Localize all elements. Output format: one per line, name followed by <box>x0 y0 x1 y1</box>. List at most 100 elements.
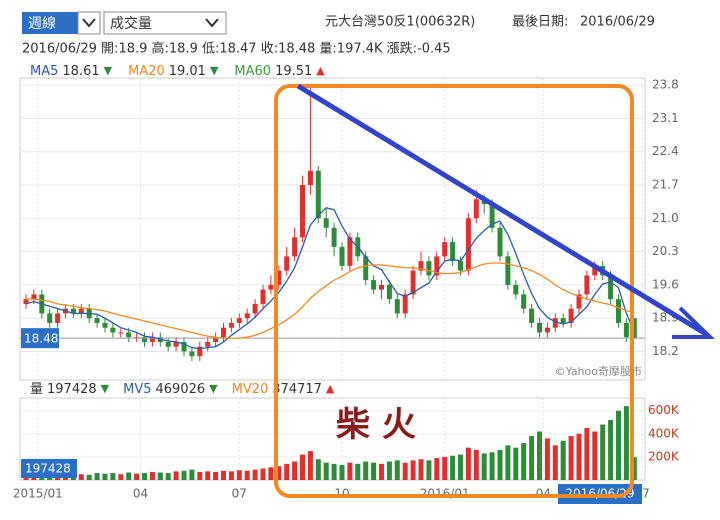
candle-body <box>560 318 566 323</box>
candle-body <box>505 256 511 285</box>
candle-body <box>221 327 226 338</box>
candle-body <box>292 237 298 257</box>
legend-value: 19.51 <box>275 64 312 79</box>
price-panel <box>19 77 646 381</box>
candle-body <box>386 284 392 300</box>
volume-bar <box>347 462 353 480</box>
volume-bar <box>339 464 345 480</box>
candle-body <box>426 261 432 276</box>
volume-bar <box>323 462 329 480</box>
volume-bar <box>244 470 250 480</box>
legend: MA5 18.61 ▼ MA20 19.01 ▼ MA60 19.51 ▲ <box>30 64 325 79</box>
legend-trend: ▼ <box>104 64 113 77</box>
volume-bar <box>252 469 258 480</box>
candle-body <box>442 242 448 257</box>
volume-bar <box>149 471 155 480</box>
candle-body <box>402 294 408 314</box>
indicator-label: 成交量 <box>110 15 152 32</box>
volume-bar <box>521 443 527 480</box>
volume-bar <box>473 449 479 480</box>
volume-bar <box>631 457 637 480</box>
candle-body <box>568 308 574 323</box>
legend-name: MV20 <box>232 382 269 397</box>
candle-body <box>371 280 377 290</box>
volume-bar <box>418 459 424 480</box>
volume-bar <box>205 471 211 480</box>
legend-name: MV5 <box>123 382 151 397</box>
candle-body <box>434 256 440 276</box>
volume-bar <box>363 461 369 480</box>
volume-bar <box>165 473 171 480</box>
volume-bar <box>458 454 463 480</box>
candle-body <box>307 170 313 186</box>
ma-line <box>26 262 635 339</box>
volume-bar <box>513 447 519 480</box>
legend-name: MA20 <box>128 64 165 79</box>
y-tick-label: 200K <box>648 449 680 463</box>
candle-body <box>260 289 266 304</box>
volume-bar <box>489 452 495 480</box>
volume-bar <box>228 471 234 480</box>
volume-bar <box>371 462 377 480</box>
candle-body <box>47 313 53 323</box>
y-tick-label: 400K <box>648 426 680 440</box>
x-tick-label: 10 <box>334 487 349 501</box>
chevron <box>82 18 96 28</box>
candle-body <box>173 341 179 347</box>
last-volume-box <box>21 459 77 478</box>
legend-name: MA5 <box>30 64 58 79</box>
y-tick-label: 23.1 <box>652 111 679 125</box>
volume-bar <box>600 424 606 480</box>
volume-bar <box>402 462 408 480</box>
candle-body <box>102 322 108 328</box>
volume-bar <box>134 473 140 480</box>
period-dropdown[interactable] <box>77 11 101 35</box>
fund-title: 元大台灣50反1(00632R) <box>325 15 475 30</box>
indicator-select[interactable] <box>103 11 227 35</box>
volume-bar <box>568 436 574 480</box>
candle-body <box>458 261 463 271</box>
candle-body <box>236 318 242 323</box>
volume-bar <box>102 473 108 480</box>
legend: 量 197428 ▼ MV5 469026 ▼ MV20 374717 ▲ <box>30 382 335 397</box>
candle-body <box>331 227 337 247</box>
candle-body <box>418 261 424 271</box>
candle-body <box>284 256 290 271</box>
y-tick-label: 21.0 <box>652 211 679 225</box>
volume-bar <box>552 445 558 480</box>
candle-body <box>339 246 345 266</box>
volume-bar <box>623 406 629 480</box>
volume-bar <box>497 449 503 480</box>
candle-body <box>55 313 61 323</box>
volume-bar <box>315 459 321 480</box>
period-select[interactable] <box>22 12 78 34</box>
candle-body <box>379 284 384 290</box>
volume-bar <box>189 469 195 480</box>
candle-body <box>78 308 84 314</box>
candle-body <box>268 284 274 290</box>
volume-bar <box>236 470 242 480</box>
candle-body <box>252 303 258 314</box>
volume-bar <box>142 473 147 480</box>
legend-trend: ▲ <box>316 64 325 77</box>
volume-bar <box>181 470 187 480</box>
last-price-box <box>21 328 59 349</box>
candle-body <box>189 351 195 357</box>
candle-body <box>323 218 329 228</box>
volume-bar <box>537 431 542 480</box>
candle-body <box>213 337 219 342</box>
candle-body <box>110 327 116 333</box>
candle-body <box>347 237 353 266</box>
volume-bar <box>307 451 313 480</box>
arrow-head <box>672 306 715 339</box>
candle-body <box>181 341 187 352</box>
y-tick-label: 20.3 <box>652 244 679 258</box>
candle-body <box>537 322 542 333</box>
volume-bar <box>300 454 305 480</box>
legend-value: 197428 <box>47 382 97 397</box>
volume-bar <box>616 410 621 480</box>
candle-body <box>31 294 37 300</box>
volume-bar <box>544 438 550 480</box>
legend-name: 量 <box>30 382 43 397</box>
